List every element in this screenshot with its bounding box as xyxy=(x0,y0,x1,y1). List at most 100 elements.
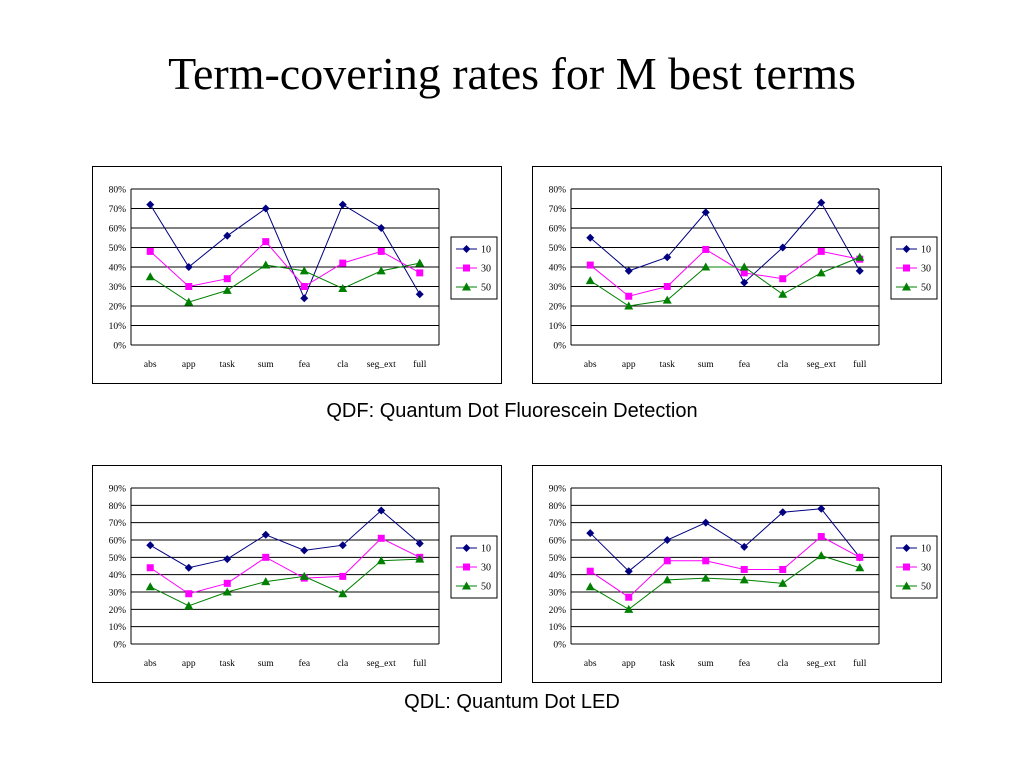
x-tick-label: fea xyxy=(298,658,310,669)
chart-svg: 0% 10% 20% 30% 40% 50% 60% 70% 80% abs app task sum f… xyxy=(549,186,938,370)
x-tick-label: abs xyxy=(584,659,597,669)
data-point-50 xyxy=(338,589,348,598)
data-point-10 xyxy=(184,563,193,572)
y-tick-label: 80% xyxy=(109,186,127,196)
data-point-30 xyxy=(740,565,748,573)
data-point-50 xyxy=(299,571,309,580)
y-tick-label: 0% xyxy=(553,641,566,651)
data-point-10 xyxy=(338,541,347,550)
x-tick-label: seg_ext xyxy=(367,659,396,669)
data-point-30 xyxy=(856,553,864,561)
x-tick-label: seg_ext xyxy=(807,659,836,669)
series-line-10 xyxy=(589,201,861,284)
data-point-50 xyxy=(145,582,155,591)
data-point-30 xyxy=(817,533,825,541)
data-point-10 xyxy=(817,198,826,207)
data-point-10 xyxy=(223,231,232,240)
x-tick-label: app xyxy=(182,360,196,370)
y-tick-label: 60% xyxy=(549,225,567,235)
data-point-50 xyxy=(585,582,595,591)
data-point-30 xyxy=(817,247,825,255)
data-point-30 xyxy=(779,565,787,573)
legend-label: 10 xyxy=(921,245,931,256)
data-point-10 xyxy=(261,530,270,539)
legend-marker-10 xyxy=(902,544,911,552)
y-tick-label: 70% xyxy=(549,519,567,529)
x-tick-label: abs xyxy=(584,360,597,370)
data-point-50 xyxy=(739,262,749,271)
data-point-50 xyxy=(855,563,865,572)
data-point-50 xyxy=(739,575,749,584)
data-point-30 xyxy=(779,275,787,283)
legend-marker-10 xyxy=(902,245,911,253)
x-tick-label: seg_ext xyxy=(807,360,836,370)
y-tick-label: 20% xyxy=(109,606,127,616)
legend-label: 10 xyxy=(481,544,491,555)
y-tick-label: 80% xyxy=(549,186,567,196)
data-point-30 xyxy=(262,238,270,246)
data-point-10 xyxy=(778,508,787,517)
data-point-10 xyxy=(740,542,749,551)
data-point-30 xyxy=(262,553,270,561)
series-line-10 xyxy=(149,203,421,300)
data-point-30 xyxy=(377,534,385,542)
data-point-10 xyxy=(415,290,424,299)
y-tick-label: 20% xyxy=(549,303,567,313)
legend-marker-30 xyxy=(463,563,470,571)
data-point-50 xyxy=(816,551,826,560)
data-point-30 xyxy=(663,557,671,565)
x-tick-label: sum xyxy=(258,659,274,669)
data-point-10 xyxy=(146,200,155,209)
series-line-30 xyxy=(149,240,420,288)
data-point-10 xyxy=(778,243,787,252)
data-point-30 xyxy=(300,283,308,290)
data-point-30 xyxy=(702,557,710,565)
legend-label: 30 xyxy=(921,264,931,275)
x-tick-label: abs xyxy=(144,360,157,370)
series-line-50 xyxy=(150,558,420,607)
data-point-30 xyxy=(377,247,385,255)
data-point-50 xyxy=(299,266,309,275)
series-line-30 xyxy=(589,535,860,598)
y-tick-label: 50% xyxy=(549,244,567,254)
data-point-50 xyxy=(415,258,425,267)
data-point-10 xyxy=(663,253,672,262)
data-point-10 xyxy=(701,208,710,217)
data-point-30 xyxy=(625,292,633,300)
y-tick-label: 20% xyxy=(549,606,567,616)
data-point-50 xyxy=(662,295,672,304)
x-tick-label: app xyxy=(622,360,636,370)
x-tick-label: app xyxy=(622,659,636,669)
data-point-50 xyxy=(145,272,155,281)
y-tick-label: 70% xyxy=(109,205,127,215)
data-point-30 xyxy=(339,572,347,580)
data-point-50 xyxy=(376,266,386,275)
data-point-10 xyxy=(624,567,633,576)
y-tick-label: 20% xyxy=(109,303,127,313)
y-tick-label: 10% xyxy=(109,322,127,332)
chart-qdf-left: 0% 10% 20% 30% 40% 50% 60% 70% 80% abs app task sum f… xyxy=(92,166,502,384)
legend-marker-10 xyxy=(462,544,471,552)
data-point-10 xyxy=(624,266,633,275)
y-tick-label: 10% xyxy=(109,623,127,633)
y-tick-label: 40% xyxy=(109,264,127,274)
data-point-10 xyxy=(740,278,749,287)
legend-marker-30 xyxy=(903,563,910,571)
x-tick-label: sum xyxy=(258,360,274,370)
x-tick-label: cla xyxy=(337,360,349,370)
x-tick-label: fea xyxy=(298,359,310,370)
page-title: Term-covering rates for M best terms xyxy=(168,48,856,99)
data-point-10 xyxy=(223,555,232,564)
x-tick-label: cla xyxy=(337,659,349,669)
data-point-10 xyxy=(146,541,155,550)
legend-marker-50 xyxy=(902,581,911,590)
x-tick-label: cla xyxy=(777,360,789,370)
legend-marker-50 xyxy=(462,581,471,590)
x-tick-label: fea xyxy=(738,658,750,669)
data-point-50 xyxy=(338,283,348,292)
data-point-50 xyxy=(778,578,788,587)
legend-label: 10 xyxy=(481,245,491,256)
chart-qdf-right: 0% 10% 20% 30% 40% 50% 60% 70% 80% abs app task sum f… xyxy=(532,166,942,384)
y-tick-label: 30% xyxy=(549,589,567,599)
data-point-50 xyxy=(261,260,271,269)
